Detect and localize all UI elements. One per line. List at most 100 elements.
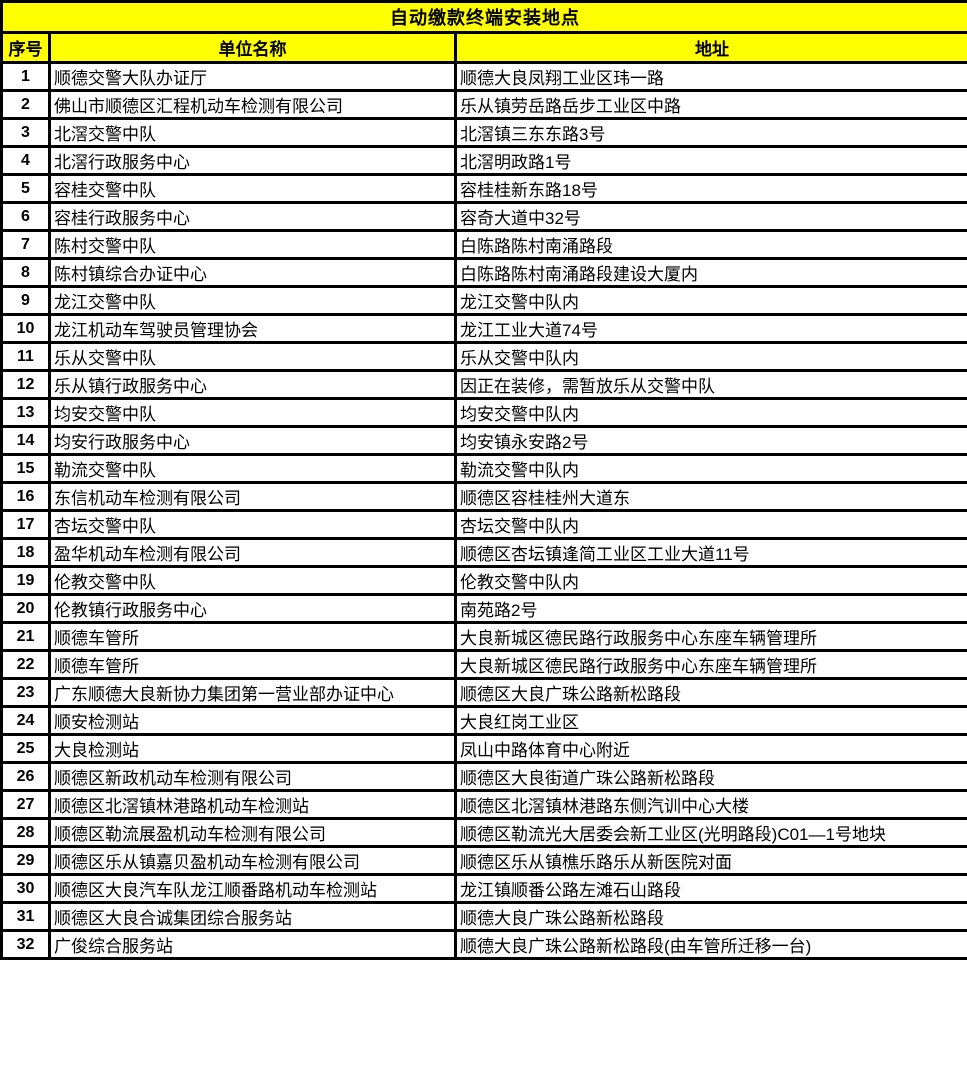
address-cell: 顺德区乐从镇樵乐路乐从新医院对面 xyxy=(454,845,967,876)
address-cell: 白陈路陈村南涌路段建设大厦内 xyxy=(454,257,967,288)
address-cell: 龙江交警中队内 xyxy=(454,285,967,316)
address-cell: 乐从交警中队内 xyxy=(454,341,967,372)
address-cell: 顺德区勒流光大居委会新工业区(光明路段)C01—1号地块 xyxy=(454,817,967,848)
table-row: 24 顺安检测站 大良红岗工业区 xyxy=(0,705,967,736)
address-cell: 因正在装修，需暂放乐从交警中队 xyxy=(454,369,967,400)
address-cell: 北滘明政路1号 xyxy=(454,145,967,176)
table-row: 30 顺德区大良汽车队龙江顺番路机动车检测站 龙江镇顺番公路左滩石山路段 xyxy=(0,873,967,904)
table-title: 自动缴款终端安装地点 xyxy=(0,0,967,34)
unit-name-cell: 广俊综合服务站 xyxy=(48,929,457,960)
unit-name-cell: 均安交警中队 xyxy=(48,397,457,428)
address-cell: 容奇大道中32号 xyxy=(454,201,967,232)
table-row: 18 盈华机动车检测有限公司 顺德区杏坛镇逢简工业区工业大道11号 xyxy=(0,537,967,568)
address-cell: 均安镇永安路2号 xyxy=(454,425,967,456)
row-number-cell: 29 xyxy=(0,845,51,876)
unit-name-cell: 龙江交警中队 xyxy=(48,285,457,316)
table-row: 10 龙江机动车驾驶员管理协会 龙江工业大道74号 xyxy=(0,313,967,344)
address-cell: 顺德大良凤翔工业区玮一路 xyxy=(454,61,967,92)
unit-name-cell: 顺德区乐从镇嘉贝盈机动车检测有限公司 xyxy=(48,845,457,876)
table-row: 17 杏坛交警中队 杏坛交警中队内 xyxy=(0,509,967,540)
row-number-cell: 12 xyxy=(0,369,51,400)
row-number-cell: 17 xyxy=(0,509,51,540)
unit-name-cell: 伦教交警中队 xyxy=(48,565,457,596)
unit-name-cell: 勒流交警中队 xyxy=(48,453,457,484)
unit-name-cell: 顺德区大良汽车队龙江顺番路机动车检测站 xyxy=(48,873,457,904)
address-cell: 顺德区杏坛镇逢简工业区工业大道11号 xyxy=(454,537,967,568)
address-cell: 大良新城区德民路行政服务中心东座车辆管理所 xyxy=(454,649,967,680)
row-number-cell: 18 xyxy=(0,537,51,568)
row-number-cell: 6 xyxy=(0,201,51,232)
row-number-cell: 21 xyxy=(0,621,51,652)
table-row: 28 顺德区勒流展盈机动车检测有限公司 顺德区勒流光大居委会新工业区(光明路段)C0… xyxy=(0,817,967,848)
table-row: 2 佛山市顺德区汇程机动车检测有限公司 乐从镇劳岳路岳步工业区中路 xyxy=(0,89,967,120)
address-cell: 顺德大良广珠公路新松路段(由车管所迁移一台) xyxy=(454,929,967,960)
row-number-cell: 10 xyxy=(0,313,51,344)
row-number-cell: 28 xyxy=(0,817,51,848)
row-number-cell: 14 xyxy=(0,425,51,456)
table-row: 31 顺德区大良合诚集团综合服务站 顺德大良广珠公路新松路段 xyxy=(0,901,967,932)
unit-name-cell: 陈村镇综合办证中心 xyxy=(48,257,457,288)
table-row: 3 北滘交警中队 北滘镇三东东路3号 xyxy=(0,117,967,148)
address-cell: 大良新城区德民路行政服务中心东座车辆管理所 xyxy=(454,621,967,652)
column-header-address: 地址 xyxy=(454,31,967,64)
table-row: 6 容桂行政服务中心 容奇大道中32号 xyxy=(0,201,967,232)
table-row: 22 顺德车管所 大良新城区德民路行政服务中心东座车辆管理所 xyxy=(0,649,967,680)
table-title-row: 自动缴款终端安装地点 xyxy=(0,0,967,34)
table-row: 20 伦教镇行政服务中心 南苑路2号 xyxy=(0,593,967,624)
row-number-cell: 2 xyxy=(0,89,51,120)
unit-name-cell: 容桂交警中队 xyxy=(48,173,457,204)
table-row: 8 陈村镇综合办证中心 白陈路陈村南涌路段建设大厦内 xyxy=(0,257,967,288)
address-cell: 大良红岗工业区 xyxy=(454,705,967,736)
address-cell: 容桂桂新东路18号 xyxy=(454,173,967,204)
unit-name-cell: 陈村交警中队 xyxy=(48,229,457,260)
table-header-row: 序号 单位名称 地址 xyxy=(0,31,967,64)
address-cell: 白陈路陈村南涌路段 xyxy=(454,229,967,260)
address-cell: 勒流交警中队内 xyxy=(454,453,967,484)
address-cell: 伦教交警中队内 xyxy=(454,565,967,596)
address-cell: 杏坛交警中队内 xyxy=(454,509,967,540)
unit-name-cell: 顺德区北滘镇林港路机动车检测站 xyxy=(48,789,457,820)
table-row: 7 陈村交警中队 白陈路陈村南涌路段 xyxy=(0,229,967,260)
table-row: 15 勒流交警中队 勒流交警中队内 xyxy=(0,453,967,484)
address-cell: 凤山中路体育中心附近 xyxy=(454,733,967,764)
table-row: 29 顺德区乐从镇嘉贝盈机动车检测有限公司 顺德区乐从镇樵乐路乐从新医院对面 xyxy=(0,845,967,876)
table-row: 9 龙江交警中队 龙江交警中队内 xyxy=(0,285,967,316)
address-cell: 北滘镇三东东路3号 xyxy=(454,117,967,148)
row-number-cell: 9 xyxy=(0,285,51,316)
row-number-cell: 7 xyxy=(0,229,51,260)
row-number-cell: 32 xyxy=(0,929,51,960)
table-row: 12 乐从镇行政服务中心 因正在装修，需暂放乐从交警中队 xyxy=(0,369,967,400)
unit-name-cell: 顺德区勒流展盈机动车检测有限公司 xyxy=(48,817,457,848)
address-cell: 顺德区大良广珠公路新松路段 xyxy=(454,677,967,708)
unit-name-cell: 北滘行政服务中心 xyxy=(48,145,457,176)
unit-name-cell: 顺德车管所 xyxy=(48,649,457,680)
unit-name-cell: 顺安检测站 xyxy=(48,705,457,736)
unit-name-cell: 乐从交警中队 xyxy=(48,341,457,372)
unit-name-cell: 顺德区新政机动车检测有限公司 xyxy=(48,761,457,792)
column-header-seq: 序号 xyxy=(0,31,51,64)
address-cell: 乐从镇劳岳路岳步工业区中路 xyxy=(454,89,967,120)
row-number-cell: 24 xyxy=(0,705,51,736)
row-number-cell: 11 xyxy=(0,341,51,372)
unit-name-cell: 杏坛交警中队 xyxy=(48,509,457,540)
row-number-cell: 19 xyxy=(0,565,51,596)
table-row: 5 容桂交警中队 容桂桂新东路18号 xyxy=(0,173,967,204)
address-cell: 均安交警中队内 xyxy=(454,397,967,428)
table-row: 13 均安交警中队 均安交警中队内 xyxy=(0,397,967,428)
table-row: 32 广俊综合服务站 顺德大良广珠公路新松路段(由车管所迁移一台) xyxy=(0,929,967,960)
table-row: 19 伦教交警中队 伦教交警中队内 xyxy=(0,565,967,596)
table-row: 11 乐从交警中队 乐从交警中队内 xyxy=(0,341,967,372)
unit-name-cell: 容桂行政服务中心 xyxy=(48,201,457,232)
row-number-cell: 3 xyxy=(0,117,51,148)
row-number-cell: 20 xyxy=(0,593,51,624)
unit-name-cell: 龙江机动车驾驶员管理协会 xyxy=(48,313,457,344)
row-number-cell: 1 xyxy=(0,61,51,92)
row-number-cell: 30 xyxy=(0,873,51,904)
unit-name-cell: 顺德交警大队办证厅 xyxy=(48,61,457,92)
row-number-cell: 22 xyxy=(0,649,51,680)
column-header-unit-name: 单位名称 xyxy=(48,31,457,64)
payment-terminal-locations-table: 自动缴款终端安装地点 序号 单位名称 地址 1 顺德交警大队办证厅 顺德大良凤翔工业… xyxy=(0,0,967,960)
table-row: 21 顺德车管所 大良新城区德民路行政服务中心东座车辆管理所 xyxy=(0,621,967,652)
address-cell: 顺德区大良街道广珠公路新松路段 xyxy=(454,761,967,792)
unit-name-cell: 北滘交警中队 xyxy=(48,117,457,148)
